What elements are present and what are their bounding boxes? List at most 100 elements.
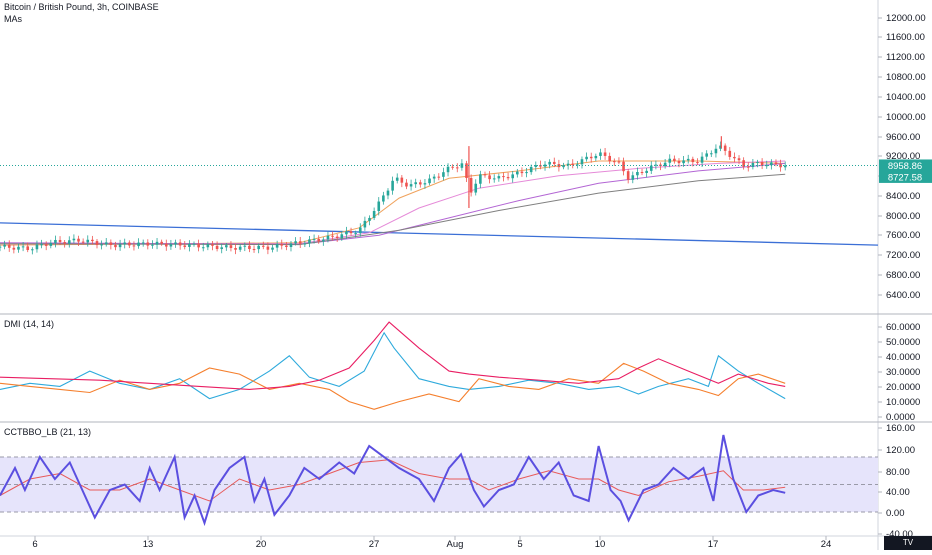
x-tick-label: 13	[143, 539, 154, 550]
candle-body	[391, 180, 394, 191]
ma-value-badge	[879, 170, 932, 183]
candle-body	[312, 238, 316, 240]
candle-body	[386, 190, 390, 196]
y-tick-label: 10.0000	[886, 397, 920, 408]
candle-body	[206, 244, 210, 248]
candle-body	[151, 244, 154, 246]
candle-body	[455, 167, 459, 169]
candle-body	[419, 182, 422, 185]
candle-body	[132, 245, 136, 247]
candle-body	[49, 242, 53, 246]
chart-title: Bitcoin / British Pound, 3h, COINBASE	[4, 2, 159, 12]
y-tick-label: 8000.00	[886, 211, 920, 222]
candle-body	[576, 164, 579, 166]
candle-body	[266, 246, 270, 250]
candle-body	[432, 176, 436, 179]
candle-body	[479, 174, 482, 184]
candle-body	[520, 171, 524, 174]
y-tick-label: 80.00	[886, 467, 910, 478]
candle-body	[640, 172, 644, 174]
candle-body	[626, 171, 630, 180]
candle-body	[710, 153, 713, 155]
y-tick-label: 10800.00	[886, 72, 926, 83]
cctbbo-signal-line	[0, 459, 786, 502]
candle-body	[714, 148, 718, 154]
y-tick-label: 0.00	[886, 508, 905, 519]
candle-body	[91, 239, 94, 242]
y-tick-label: 11200.00	[886, 52, 925, 63]
candle-body	[696, 162, 699, 164]
candle-body	[0, 246, 2, 248]
candle-body	[705, 153, 708, 157]
candle-body	[3, 244, 6, 247]
candle-body	[114, 245, 117, 248]
candle-body	[382, 195, 385, 202]
candle-body	[128, 242, 131, 246]
candle-body	[543, 164, 547, 167]
y-tick-label: 50.0000	[886, 337, 920, 348]
candle-body	[123, 242, 127, 245]
candle-body	[229, 245, 233, 249]
candle-body	[211, 244, 214, 246]
candle-body	[275, 244, 279, 248]
candle-body	[552, 161, 556, 165]
candle-body	[322, 239, 325, 242]
candle-body	[289, 243, 293, 248]
candle-body	[663, 162, 667, 166]
candle-body	[423, 183, 427, 185]
candle-body	[613, 161, 616, 163]
x-tick-label: 17	[708, 539, 719, 550]
candle-body	[335, 236, 339, 238]
candle-body	[774, 162, 778, 165]
y-tick-label: 40.0000	[886, 352, 920, 363]
candle-body	[146, 242, 150, 246]
cctbbo-indicator-label: CCTBBO_LB (21, 13)	[4, 427, 92, 437]
y-tick-label: 10400.00	[886, 92, 926, 103]
candle-body	[474, 183, 478, 193]
cctbbo-band-fill	[0, 457, 878, 512]
x-tick-label: 5	[517, 539, 522, 550]
candle-body	[437, 176, 441, 178]
candle-body	[261, 245, 265, 247]
candle-body	[248, 245, 251, 250]
candle-body	[160, 241, 163, 244]
x-tick-label: 24	[821, 539, 832, 550]
candle-body	[566, 163, 570, 166]
candle-body	[169, 244, 173, 247]
candle-body	[81, 241, 85, 243]
candle-body	[497, 176, 501, 179]
y-tick-label: 10000.00	[886, 112, 926, 123]
dmi-series-line	[0, 331, 786, 400]
candle-body	[257, 245, 260, 250]
dmi-series-line	[0, 321, 786, 390]
candle-body	[238, 246, 242, 250]
candle-body	[770, 162, 773, 166]
candle-body	[95, 241, 99, 246]
candle-body	[303, 243, 307, 245]
candle-body	[585, 156, 588, 160]
candle-body	[220, 247, 224, 250]
y-tick-label: 11600.00	[886, 32, 925, 43]
candle-body	[469, 178, 473, 193]
candle-body	[215, 245, 219, 250]
candle-body	[400, 177, 404, 183]
cctbbo-main-line	[0, 434, 786, 527]
ma-value-label: 8727.58	[888, 172, 922, 183]
x-tick-label: 27	[369, 539, 380, 550]
candle-body	[622, 161, 625, 172]
candle-body	[340, 234, 344, 238]
candle-body	[164, 243, 168, 247]
last-price-badge	[879, 159, 932, 172]
candle-body	[368, 217, 371, 221]
candle-body	[104, 242, 108, 245]
candle-body	[118, 244, 122, 248]
y-tick-label: 20.0000	[886, 382, 920, 393]
candle-body	[719, 145, 722, 149]
brand-logo: TV	[884, 536, 932, 550]
candle-body	[26, 246, 30, 251]
y-tick-label: 8400.00	[886, 191, 920, 202]
candle-body	[271, 247, 274, 250]
y-tick-label: 6800.00	[886, 270, 920, 281]
candle-body	[188, 243, 191, 247]
candle-body	[285, 245, 288, 248]
